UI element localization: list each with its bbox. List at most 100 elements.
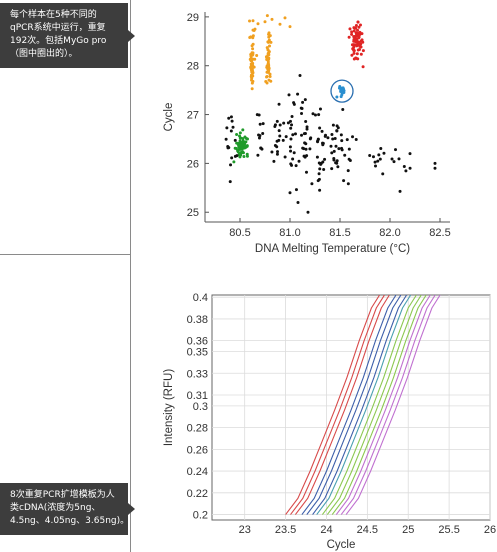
scatter-point	[228, 180, 232, 184]
scatter-point	[348, 159, 352, 163]
scatter-point	[289, 126, 293, 130]
scatter-point	[321, 141, 325, 145]
scatter-point	[350, 53, 354, 57]
y-tick-label: 29	[187, 12, 199, 24]
scatter-point	[379, 146, 383, 150]
scatter-point	[339, 133, 343, 137]
scatter-point	[278, 123, 282, 127]
scatter-point	[291, 157, 295, 161]
scatter-point	[358, 23, 362, 27]
scatter-point	[331, 137, 335, 141]
scatter-point	[230, 119, 234, 123]
scatter-point	[320, 129, 324, 133]
scatter-point	[347, 35, 351, 39]
y-tick-label: 0.35	[187, 347, 208, 359]
scatter-point	[301, 100, 305, 104]
scatter-point	[267, 68, 271, 72]
scatter-point	[288, 25, 292, 29]
scatter-point	[266, 40, 270, 44]
amplification-curve	[290, 295, 385, 515]
scatter-point	[322, 168, 326, 172]
scatter-point	[352, 29, 356, 33]
scatter-point	[266, 70, 270, 74]
scatter-point	[241, 137, 245, 141]
amplification-curve	[294, 295, 390, 515]
scatter-point	[290, 114, 294, 118]
scatter-point	[378, 157, 382, 161]
scatter-point	[335, 95, 339, 99]
scatter-point	[334, 144, 338, 148]
scatter-point	[224, 137, 228, 141]
curve-series	[335, 295, 441, 515]
scatter-point	[355, 39, 359, 43]
scatter-point	[315, 155, 319, 159]
scatter-point	[253, 27, 257, 31]
scatter-point	[278, 22, 282, 26]
scatter-point	[269, 40, 273, 44]
scatter-point	[257, 136, 261, 140]
scatter-point	[281, 138, 285, 142]
x-tick-label: 24	[320, 524, 332, 536]
x-tick-label: 23.5	[275, 524, 296, 536]
amplification-curve	[306, 295, 402, 515]
scatter-point	[340, 88, 344, 92]
amplification-curve	[301, 295, 397, 515]
x-tick-label: 82.0	[379, 227, 400, 239]
scatter-point	[256, 22, 260, 26]
scatter-point	[373, 160, 377, 164]
scatter-point	[288, 191, 292, 195]
scatter-point	[276, 150, 280, 154]
amplification-curve	[335, 295, 431, 515]
scatter-point	[398, 189, 402, 193]
scatter-point	[303, 98, 307, 102]
scatter-point	[355, 52, 359, 56]
scatter-point	[275, 119, 279, 123]
scatter-point	[361, 40, 365, 44]
scatter-point	[255, 113, 259, 117]
scatter-point	[251, 61, 255, 65]
scatter-point	[371, 155, 375, 159]
scatter-point	[243, 135, 247, 139]
scatter-point	[299, 106, 303, 110]
scatter-point	[239, 153, 243, 157]
scatter-point	[251, 42, 255, 46]
scatter-point	[257, 133, 261, 137]
scatter-point	[266, 60, 270, 64]
scatter-point	[293, 132, 297, 136]
scatter-point	[245, 154, 249, 158]
scatter-point	[317, 172, 321, 176]
scatter-point	[241, 142, 245, 146]
scatter-series	[248, 14, 292, 91]
callout-bottom-line: 8次重复PCR扩增模板为人	[10, 490, 115, 500]
scatter-point	[305, 125, 309, 129]
scatter-point	[268, 34, 272, 38]
y-tick-label: 0.33	[187, 368, 208, 380]
scatter-point	[278, 134, 282, 138]
x-tick-label: 25	[402, 524, 414, 536]
callout-top-line: （图中圈出的）。	[10, 49, 78, 59]
curve-series	[321, 295, 427, 515]
scatter-point	[318, 167, 322, 171]
scatter-point	[238, 144, 242, 148]
scatter-point	[352, 48, 356, 52]
scatter-point	[318, 188, 322, 192]
callout-top-line: 192次。包括MyGo pro	[10, 36, 107, 46]
scatter-point	[252, 65, 256, 69]
scatter-point	[232, 160, 236, 164]
scatter-point	[288, 145, 292, 149]
x-tick-label: 23	[239, 524, 251, 536]
amplification-curve	[316, 295, 412, 515]
scatter-point	[301, 146, 305, 150]
x-tick-label: 82.5	[429, 227, 450, 239]
scatter-point	[251, 52, 255, 56]
y-tick-label: 26	[187, 158, 199, 170]
x-tick-label: 81.0	[279, 227, 300, 239]
scatter-point	[330, 151, 334, 155]
scatter-point	[297, 159, 301, 163]
scatter-point	[226, 145, 230, 149]
scatter-point	[357, 25, 361, 29]
scatter-point	[341, 107, 345, 111]
scatter-point	[267, 50, 271, 54]
amplification-curve	[326, 295, 422, 515]
scatter-point	[251, 19, 255, 23]
